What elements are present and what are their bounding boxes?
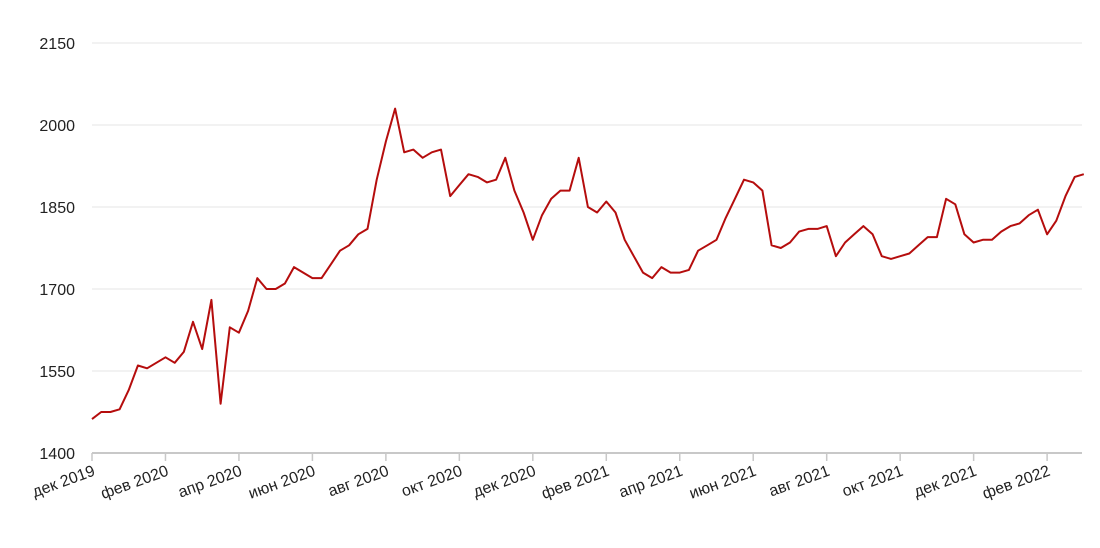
x-tick-label: дек 2020 (471, 463, 538, 501)
x-tick-label: фев 2022 (980, 463, 1052, 503)
y-tick-label: 1400 (39, 446, 75, 463)
x-tick-label: фев 2020 (99, 463, 171, 503)
x-tick-label: окт 2020 (399, 463, 465, 501)
x-tick-label: апр 2020 (176, 463, 244, 502)
y-tick-label: 2000 (39, 118, 75, 135)
y-tick-label: 1700 (39, 282, 75, 299)
x-tick-label: апр 2021 (617, 463, 685, 502)
price-line (91, 107, 1085, 420)
y-tick-label: 1550 (39, 364, 75, 381)
x-tick-label: июн 2020 (246, 463, 318, 503)
y-tick-label: 2150 (39, 36, 75, 53)
x-tick-label: июн 2021 (687, 463, 759, 503)
x-tick-label: дек 2021 (912, 463, 979, 501)
x-tick-label: окт 2021 (840, 463, 906, 501)
y-tick-label: 1850 (39, 200, 75, 217)
x-tick-label: авг 2021 (767, 463, 832, 501)
x-tick-label: дек 2019 (30, 463, 97, 501)
x-tick-label: авг 2020 (326, 463, 391, 501)
x-tick-label: фев 2021 (539, 463, 611, 503)
